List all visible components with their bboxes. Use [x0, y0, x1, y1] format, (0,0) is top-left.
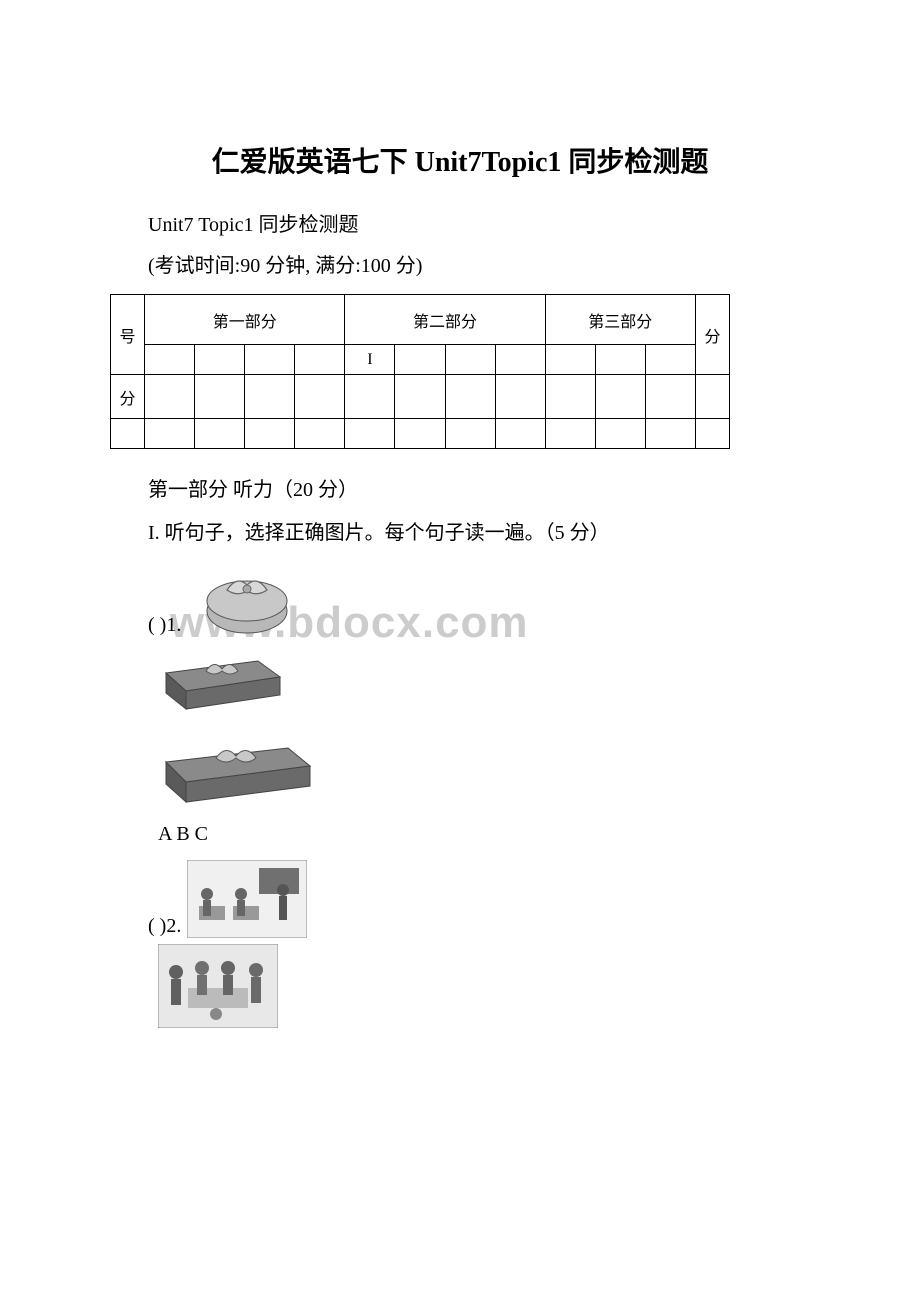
score-cell — [195, 419, 245, 449]
page-content: 仁爱版英语七下 Unit7Topic1 同步检测题 Unit7 Topic1 同… — [110, 140, 810, 1033]
gift-flat-2 — [158, 730, 810, 817]
score-cell — [395, 345, 445, 375]
score-cell — [645, 345, 695, 375]
score-part1: 第一部分 — [145, 295, 345, 345]
score-cell — [545, 419, 595, 449]
gift-flat-1 — [158, 643, 810, 724]
page-title: 仁爱版英语七下 Unit7Topic1 同步检测题 — [110, 140, 810, 180]
score-cell — [345, 375, 395, 419]
score-cell — [545, 375, 595, 419]
question-1-label: ( )1. — [148, 614, 181, 637]
score-cell — [345, 419, 395, 449]
options-abc-1: A B C — [158, 823, 810, 846]
score-cell — [145, 345, 195, 375]
score-cell — [695, 375, 729, 419]
score-cell — [645, 375, 695, 419]
score-cell — [245, 419, 295, 449]
score-cell: I — [345, 345, 395, 375]
score-cell — [545, 345, 595, 375]
score-cell — [595, 419, 645, 449]
score-cell — [145, 419, 195, 449]
score-cell — [445, 345, 495, 375]
gift-box-icon — [158, 643, 288, 719]
classroom-icon — [187, 860, 307, 938]
party-icon — [158, 944, 278, 1028]
subtitle: Unit7 Topic1 同步检测题 — [148, 208, 810, 237]
score-part2: 第二部分 — [345, 295, 545, 345]
score-cell — [145, 375, 195, 419]
gift-box-icon — [158, 730, 318, 812]
question-2: ( )2. — [148, 860, 810, 938]
score-cell — [295, 419, 345, 449]
party-scene — [158, 944, 810, 1033]
score-cell — [495, 345, 545, 375]
section-1-heading: 第一部分 听力（20 分） — [148, 473, 810, 502]
exam-info: (考试时间:90 分钟, 满分:100 分) — [148, 249, 810, 278]
question-2-label: ( )2. — [148, 915, 181, 938]
score-cell — [445, 419, 495, 449]
score-row-label: 号 — [111, 295, 145, 375]
score-cell — [195, 345, 245, 375]
score-cell — [595, 345, 645, 375]
score-cell — [395, 375, 445, 419]
score-cell — [245, 375, 295, 419]
score-cell — [495, 419, 545, 449]
score-cell — [395, 419, 445, 449]
score-cell — [195, 375, 245, 419]
question-1: ( )1. — [148, 555, 810, 637]
score-cell — [445, 375, 495, 419]
score-cell — [695, 419, 729, 449]
score-row-label: 分 — [111, 375, 145, 419]
score-cell — [295, 345, 345, 375]
score-cell — [295, 375, 345, 419]
score-total-label: 分 — [695, 295, 729, 375]
score-cell — [245, 345, 295, 375]
score-cell — [595, 375, 645, 419]
instruction-1: I. 听句子，选择正确图片。每个句子读一遍。（5 分） — [148, 516, 810, 545]
gift-round-icon — [187, 555, 307, 637]
score-cell — [495, 375, 545, 419]
score-part3: 第三部分 — [545, 295, 695, 345]
score-cell — [645, 419, 695, 449]
score-cell — [111, 419, 145, 449]
score-table: 号 第一部分 第二部分 第三部分 分 I 分 — [110, 294, 730, 449]
